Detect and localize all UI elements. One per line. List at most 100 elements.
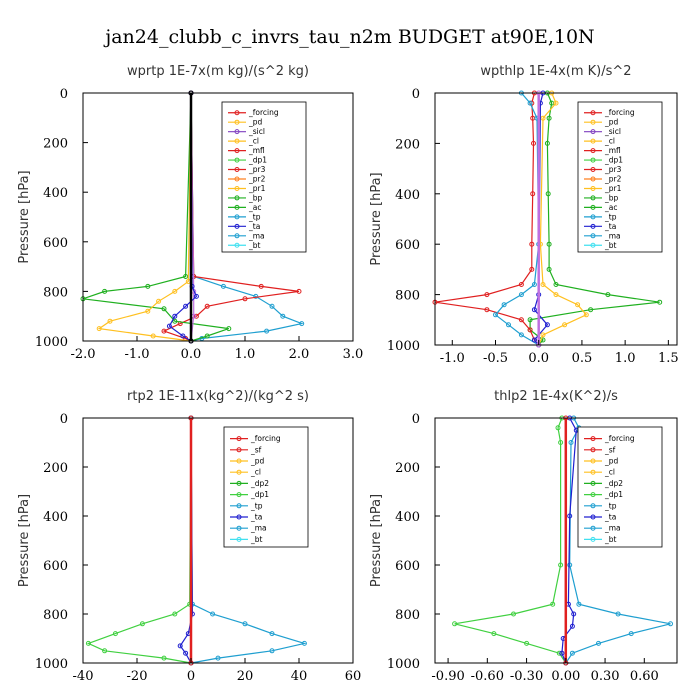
legend-entry: _forcing [604,434,635,443]
panel-3: rtp2 1E-11x(kg^2)/(kg^2 s) Pressure [hPa]… [17,389,361,684]
data-point [264,328,270,334]
y-tick-label: 0 [412,412,420,427]
y-tick-label: 600 [43,236,68,251]
series-line [561,417,577,664]
data-point [220,283,226,289]
data-point [204,303,210,309]
data-point [518,292,524,298]
data-point [242,621,248,627]
data-point [527,317,533,323]
legend-entry: _ta [250,513,262,522]
data-point [583,312,589,318]
data-point [242,296,248,302]
data-point [139,621,145,627]
plot-frame [434,417,678,664]
y-tick-label: 800 [395,289,420,304]
data-point [546,266,552,272]
data-point [161,306,167,312]
data-point [299,321,305,327]
y-tick-label: 1000 [35,335,68,350]
legend-entry: _pr1 [604,184,622,193]
data-point [280,313,286,319]
series-line [190,92,304,342]
legend: _forcing_pd_sicl_cl_mfl_dp1_pr3_pr2_pr1_… [577,101,663,253]
data-point [544,140,550,146]
legend-entry: _bt [248,241,261,250]
data-point [180,333,186,339]
legend-box [577,426,663,548]
series-line [162,92,300,342]
legend-entry: _pr2 [248,175,266,184]
legend-marker [590,536,596,542]
data-point [204,333,210,339]
legend-marker [236,458,242,464]
data-point [166,323,172,329]
data-point [484,307,490,313]
data-point [506,322,511,328]
data-point [156,298,162,304]
data-point [183,650,189,656]
legend-entry: _dp2 [250,479,269,488]
legend-entry: _dp1 [604,490,623,499]
legend-marker [590,148,596,154]
legend-entry: _sicl [248,127,265,136]
data-point [540,115,546,121]
data-point [524,640,530,646]
data-point [145,283,151,289]
legend-entry: _ac [248,203,261,212]
series-line [529,92,660,346]
legend-entry: _pd [604,457,619,466]
series-line [82,92,229,342]
x-tick-label: 40 [291,669,308,684]
panel-title: rtp2 1E-11x(kg^2)/(kg^2 s) [127,389,309,404]
legend-marker [590,110,596,116]
legend-marker [590,223,596,229]
x-tick-label: -40 [73,669,94,684]
legend-entry: _tp [604,501,617,510]
legend-entry: _forcing [248,108,279,117]
data-point [112,631,118,637]
legend-entry: _pd [604,118,619,127]
panel-2: wpthlp 1E-4x(m K)/s^2 Pressure [hPa] -1.0 -… [369,64,679,366]
legend-entry: _pr2 [604,175,622,184]
legend-entry: _forcing [604,108,635,117]
data-point [531,307,537,313]
x-tick-label: 60 [345,669,362,684]
y-tick-label: 600 [395,238,420,253]
legend: _forcing _sf _pd _cl _dp2 _dp1 _tp _ta _ma _bt [223,426,309,548]
y-tick-label: 400 [43,510,68,525]
data-point [172,313,178,319]
y-axis-label: Pressure [hPa] [17,494,32,587]
data-point [518,282,524,287]
data-point [161,328,167,334]
x-tick-label: 0.5 [572,351,593,366]
legend-marker [234,223,240,229]
data-point [96,326,102,332]
x-tick-label: -0.5 [483,351,508,366]
data-point [518,332,524,338]
data-point [531,140,536,146]
legend: _forcing_pd_sicl_cl_mfl_dp1_pr3_pr2_pr1_… [221,101,307,253]
y-tick-label: 200 [43,137,68,152]
series-line [434,92,540,346]
data-point [150,333,156,339]
series-line [565,417,671,664]
y-axis-label: Pressure [hPa] [369,172,384,265]
y-tick-label: 400 [43,186,68,201]
legend-marker [236,480,242,486]
data-point [172,611,178,617]
data-point [107,318,113,324]
series-line [494,92,540,346]
legend-marker [590,129,596,135]
data-point [269,631,275,637]
legend-marker [236,525,242,531]
data-point [301,640,307,646]
data-point [529,266,535,272]
y-tick-label: 200 [395,461,420,476]
panel-title: thlp2 1E-4x(K^2)/s [494,389,618,404]
legend-entry: _bp [604,193,619,202]
legend-entry: _sf [604,445,616,454]
data-point [177,643,183,649]
data-point [491,631,497,637]
legend-marker [234,185,240,191]
